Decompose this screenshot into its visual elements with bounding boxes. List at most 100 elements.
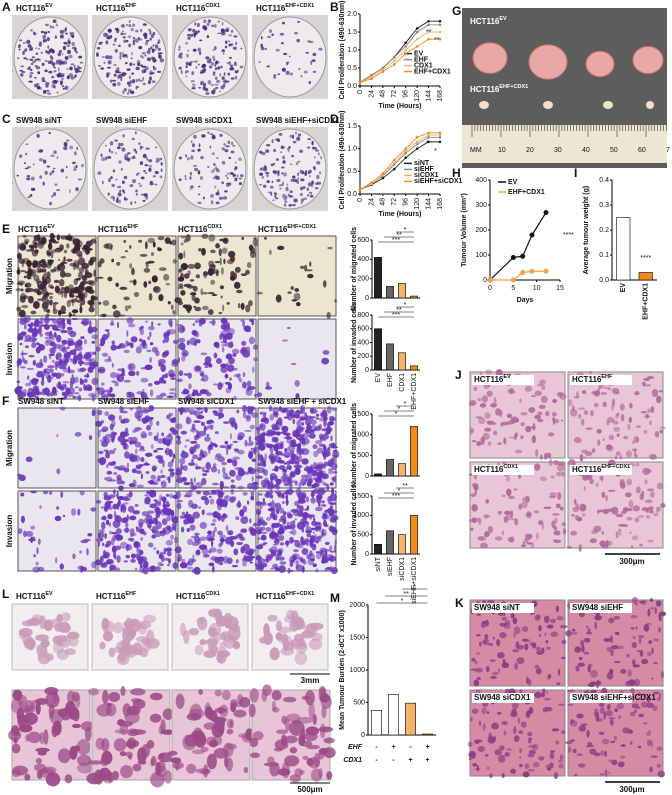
texture bbox=[42, 80, 46, 82]
point bbox=[404, 147, 408, 150]
texture bbox=[542, 707, 548, 713]
panel-label: SW948 siCDX1 bbox=[178, 397, 235, 406]
texture bbox=[192, 389, 196, 392]
texture bbox=[214, 83, 219, 86]
texture bbox=[102, 689, 109, 705]
texture bbox=[138, 182, 141, 185]
texture bbox=[214, 556, 221, 564]
texture bbox=[101, 440, 109, 448]
texture bbox=[246, 262, 252, 269]
texture bbox=[88, 435, 93, 441]
texture bbox=[200, 410, 204, 414]
texture bbox=[97, 387, 105, 395]
texture bbox=[214, 76, 218, 80]
texture bbox=[510, 613, 515, 619]
texture bbox=[67, 37, 70, 41]
texture bbox=[130, 90, 135, 95]
series-line bbox=[359, 132, 440, 190]
texture bbox=[148, 47, 152, 51]
texture bbox=[654, 431, 660, 438]
texture bbox=[147, 237, 155, 244]
texture bbox=[302, 432, 310, 439]
texture bbox=[148, 524, 152, 530]
texture bbox=[234, 266, 241, 273]
texture bbox=[330, 457, 336, 463]
texture bbox=[260, 36, 263, 40]
texture bbox=[329, 557, 333, 562]
point bbox=[381, 66, 385, 70]
texture bbox=[148, 167, 152, 172]
category-label: siEHF bbox=[387, 557, 394, 576]
texture bbox=[44, 60, 48, 63]
texture bbox=[307, 40, 311, 43]
texture bbox=[478, 417, 486, 425]
texture bbox=[139, 445, 145, 450]
y-tick-label: 1500 bbox=[349, 634, 365, 641]
texture bbox=[51, 359, 55, 363]
point bbox=[427, 133, 430, 137]
texture bbox=[143, 267, 151, 273]
texture bbox=[489, 773, 493, 779]
texture bbox=[508, 388, 515, 394]
texture bbox=[73, 166, 77, 169]
texture bbox=[318, 501, 321, 507]
texture bbox=[60, 168, 65, 173]
texture bbox=[468, 401, 476, 407]
texture bbox=[184, 734, 198, 747]
label-sup: EHF+CDX1 bbox=[285, 3, 314, 9]
texture bbox=[616, 703, 624, 710]
texture bbox=[145, 471, 150, 474]
point bbox=[415, 37, 419, 41]
texture bbox=[139, 79, 144, 82]
texture bbox=[137, 86, 139, 88]
point bbox=[358, 188, 362, 191]
texture bbox=[625, 680, 633, 687]
texture bbox=[607, 459, 616, 467]
texture bbox=[610, 644, 619, 650]
texture bbox=[482, 723, 486, 731]
texture bbox=[256, 475, 263, 479]
texture bbox=[122, 54, 126, 58]
texture bbox=[44, 292, 50, 298]
texture bbox=[124, 62, 128, 65]
texture bbox=[639, 650, 644, 657]
texture bbox=[219, 562, 224, 566]
texture bbox=[166, 526, 172, 531]
texture bbox=[26, 367, 35, 370]
texture bbox=[259, 424, 263, 429]
annotation: ** bbox=[434, 37, 440, 44]
texture bbox=[207, 446, 214, 451]
texture bbox=[309, 622, 324, 630]
texture bbox=[578, 656, 583, 661]
texture bbox=[123, 502, 129, 505]
texture bbox=[31, 342, 37, 349]
texture bbox=[26, 39, 31, 45]
texture bbox=[279, 32, 285, 36]
texture bbox=[67, 75, 70, 80]
texture bbox=[220, 317, 228, 324]
texture bbox=[215, 169, 221, 173]
texture bbox=[627, 669, 632, 677]
texture bbox=[223, 742, 234, 758]
texture bbox=[589, 478, 594, 485]
texture bbox=[533, 465, 538, 469]
texture bbox=[112, 503, 119, 510]
label-base: HCT116 bbox=[16, 592, 46, 601]
texture bbox=[123, 87, 127, 92]
bar bbox=[371, 709, 382, 736]
texture bbox=[201, 509, 205, 516]
texture bbox=[62, 514, 66, 518]
texture bbox=[57, 311, 66, 314]
texture bbox=[187, 560, 190, 566]
texture bbox=[129, 184, 134, 188]
texture bbox=[83, 383, 86, 391]
texture bbox=[233, 46, 237, 51]
legend-label: EHF bbox=[414, 56, 429, 63]
texture bbox=[473, 386, 478, 392]
texture bbox=[100, 67, 105, 70]
texture bbox=[129, 407, 134, 411]
texture bbox=[64, 55, 69, 60]
texture bbox=[175, 546, 182, 554]
texture bbox=[129, 392, 135, 397]
texture bbox=[263, 236, 267, 240]
